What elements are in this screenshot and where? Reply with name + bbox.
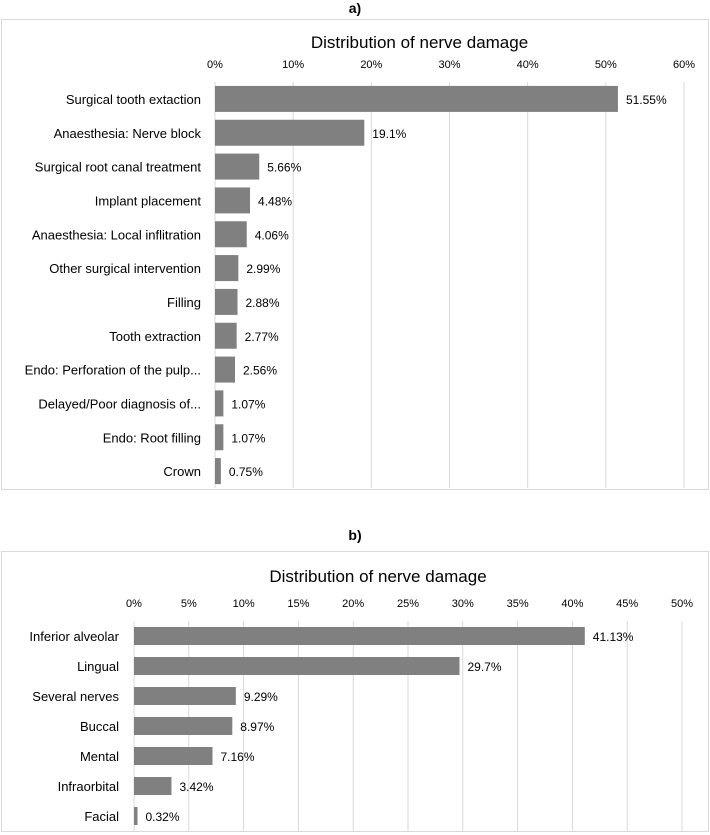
chart-a-category-label: Delayed/Poor diagnosis of... bbox=[38, 396, 201, 411]
chart-a-svg: Distribution of nerve damage 0% 10% 20% 30% 4… bbox=[25, 33, 695, 488]
chart-a-category-label: Anaesthesia: Local inflitration bbox=[32, 227, 201, 242]
chart-a-bar bbox=[215, 221, 247, 248]
chart-b-data-label: 9.29% bbox=[244, 690, 278, 704]
chart-a-data-label: 19.1% bbox=[372, 127, 406, 141]
chart-b-bar bbox=[134, 687, 236, 705]
chart-a-category-label: Tooth extraction bbox=[109, 329, 201, 344]
chart-a-category-label: Other surgical intervention bbox=[49, 261, 201, 276]
chart-b-tick-label: 25% bbox=[397, 598, 419, 610]
chart-a-bar bbox=[215, 119, 365, 146]
chart-a-data-label: 0.75% bbox=[229, 465, 263, 479]
chart-a-category-label: Implant placement bbox=[95, 193, 202, 208]
chart-a-data-label: 51.55% bbox=[626, 93, 667, 107]
chart-a-tick-label: 50% bbox=[595, 59, 617, 71]
chart-b-svg: Distribution of nerve damage 0% 5% 10% 15% 20… bbox=[29, 567, 693, 831]
chart-b-data-label: 3.42% bbox=[179, 780, 213, 794]
chart-b-category-label: Inferior alveolar bbox=[29, 629, 119, 644]
chart-a-tick-label: 30% bbox=[438, 59, 460, 71]
panel-b-label: b) bbox=[348, 527, 362, 543]
chart-a-bar bbox=[215, 288, 238, 315]
chart-b-bar bbox=[134, 657, 460, 675]
chart-b-category-label: Buccal bbox=[80, 719, 119, 734]
chart-a-bar bbox=[215, 424, 224, 451]
chart-b-tick-label: 15% bbox=[287, 598, 309, 610]
chart-a-bar bbox=[215, 322, 237, 349]
chart-b-title: Distribution of nerve damage bbox=[269, 567, 486, 586]
chart-b-bar bbox=[134, 777, 172, 795]
chart-b-data-label: 41.13% bbox=[593, 630, 634, 644]
chart-a-container: Distribution of nerve damage 0% 10% 20% 30% 4… bbox=[1, 19, 709, 490]
chart-a-data-label: 1.07% bbox=[231, 431, 265, 445]
chart-b-tick-label: 0% bbox=[126, 598, 142, 610]
chart-b-tick-label: 50% bbox=[671, 598, 693, 610]
chart-a-data-label: 2.99% bbox=[246, 262, 280, 276]
chart-a-tick-label: 60% bbox=[673, 59, 695, 71]
chart-b-data-label: 0.32% bbox=[146, 810, 180, 824]
chart-a-bar bbox=[215, 153, 260, 180]
chart-a-data-label: 2.77% bbox=[245, 330, 279, 344]
chart-a-tick-label: 0% bbox=[207, 59, 223, 71]
chart-b-tick-label: 5% bbox=[181, 598, 197, 610]
chart-b-bar bbox=[134, 627, 585, 645]
chart-a-category-label: Surgical root canal treatment bbox=[35, 160, 202, 175]
chart-b-bar bbox=[134, 807, 138, 825]
chart-a-category-label: Filling bbox=[167, 295, 201, 310]
chart-a-category-label: Endo: Root filling bbox=[103, 430, 201, 445]
chart-b-tick-label: 20% bbox=[342, 598, 364, 610]
chart-a-bar bbox=[215, 356, 236, 383]
chart-a-tick-label: 10% bbox=[282, 59, 304, 71]
chart-b-data-label: 8.97% bbox=[240, 720, 274, 734]
chart-b-bar bbox=[134, 747, 213, 765]
chart-b-data-label: 29.7% bbox=[468, 660, 502, 674]
chart-b-tick-label: 35% bbox=[507, 598, 529, 610]
panel-a-label: a) bbox=[348, 0, 362, 16]
chart-a-bar bbox=[215, 458, 221, 485]
chart-b-tick-label: 40% bbox=[561, 598, 583, 610]
chart-b-container: Distribution of nerve damage 0% 5% 10% 15% 20… bbox=[1, 551, 709, 832]
chart-a-bar bbox=[215, 390, 224, 417]
chart-b-tick-label: 45% bbox=[616, 598, 638, 610]
chart-a-data-label: 5.66% bbox=[267, 161, 301, 175]
chart-a-bar bbox=[215, 85, 618, 112]
chart-b-category-label: Mental bbox=[80, 749, 119, 764]
chart-b-tick-label: 30% bbox=[452, 598, 474, 610]
chart-a-category-label: Endo: Perforation of the pulp... bbox=[25, 363, 201, 378]
chart-a-category-label: Anaesthesia: Nerve block bbox=[54, 126, 202, 141]
chart-a-data-label: 1.07% bbox=[231, 397, 265, 411]
chart-a-tick-label: 20% bbox=[360, 59, 382, 71]
chart-a-bar bbox=[215, 187, 251, 214]
chart-b-tick-label: 10% bbox=[233, 598, 255, 610]
chart-a-category-label: Crown bbox=[163, 464, 201, 479]
chart-b-bar bbox=[134, 717, 233, 735]
chart-a-title: Distribution of nerve damage bbox=[311, 33, 528, 52]
chart-a-data-label: 4.06% bbox=[255, 228, 289, 242]
chart-b-category-label: Infraorbital bbox=[58, 779, 120, 794]
chart-a-bar bbox=[215, 255, 239, 282]
chart-a-data-label: 2.56% bbox=[243, 364, 277, 378]
chart-a-data-label: 4.48% bbox=[258, 194, 292, 208]
chart-b-data-label: 7.16% bbox=[220, 750, 254, 764]
chart-b-category-label: Facial bbox=[84, 809, 119, 824]
chart-a-category-label: Surgical tooth extaction bbox=[66, 92, 201, 107]
chart-a-tick-label: 40% bbox=[517, 59, 539, 71]
chart-b-category-label: Lingual bbox=[77, 659, 119, 674]
chart-a-data-label: 2.88% bbox=[246, 296, 280, 310]
chart-b-category-label: Several nerves bbox=[32, 689, 119, 704]
